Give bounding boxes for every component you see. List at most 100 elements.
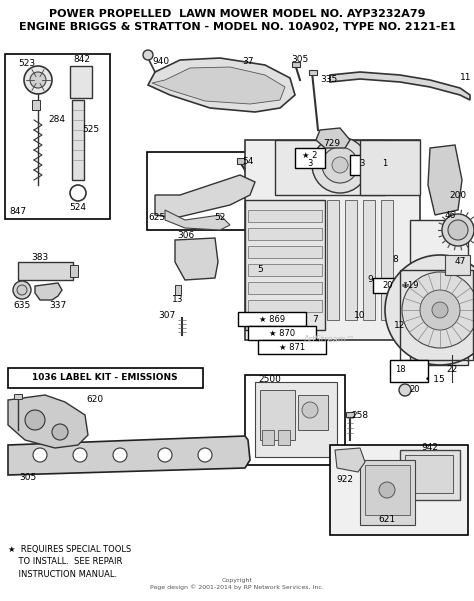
Bar — [309, 70, 317, 75]
Circle shape — [379, 482, 395, 498]
Circle shape — [448, 220, 468, 240]
Text: 7: 7 — [312, 316, 318, 325]
Bar — [275, 140, 385, 195]
Text: 12: 12 — [394, 320, 406, 329]
Bar — [248, 300, 322, 312]
Circle shape — [52, 424, 68, 440]
Bar — [373, 278, 425, 293]
Bar — [18, 262, 73, 280]
Polygon shape — [152, 67, 285, 104]
Polygon shape — [428, 145, 462, 215]
Text: 335: 335 — [320, 76, 337, 85]
Bar — [237, 158, 245, 164]
Bar — [309, 200, 321, 320]
Bar — [248, 264, 322, 276]
Text: 20: 20 — [410, 385, 420, 394]
Text: 621: 621 — [378, 516, 396, 525]
Bar — [273, 200, 285, 320]
Text: 942: 942 — [421, 444, 438, 453]
Bar — [381, 200, 393, 320]
Bar — [238, 312, 306, 326]
Polygon shape — [165, 210, 230, 230]
Text: 8: 8 — [392, 255, 398, 264]
Text: 258: 258 — [351, 410, 369, 419]
Text: 383: 383 — [31, 254, 49, 263]
Text: 847: 847 — [9, 207, 27, 216]
Bar — [360, 140, 420, 195]
Bar — [147, 152, 265, 230]
Bar — [345, 200, 357, 320]
Text: 18: 18 — [395, 365, 405, 374]
Polygon shape — [148, 58, 295, 112]
Text: • 15: • 15 — [425, 376, 445, 385]
Text: ENGINE BRIGGS & STRATTON - MODEL NO. 10A902, TYPE NO. 2121-E1: ENGINE BRIGGS & STRATTON - MODEL NO. 10A… — [18, 22, 456, 32]
Bar — [400, 450, 460, 500]
Text: 307: 307 — [158, 311, 176, 320]
Text: 13: 13 — [172, 296, 184, 305]
Circle shape — [13, 281, 31, 299]
Polygon shape — [35, 283, 62, 300]
Circle shape — [113, 448, 127, 462]
Bar — [292, 62, 300, 67]
Bar — [360, 460, 415, 525]
Bar — [330, 445, 468, 535]
Bar — [245, 200, 325, 330]
Text: 3: 3 — [359, 159, 365, 168]
Bar — [175, 285, 181, 295]
Text: 1: 1 — [383, 159, 388, 168]
Text: 20: 20 — [383, 281, 393, 290]
Bar — [346, 412, 354, 417]
Bar — [245, 375, 345, 465]
Ellipse shape — [70, 62, 92, 70]
Text: 842: 842 — [73, 55, 91, 64]
Bar — [291, 200, 303, 320]
Circle shape — [73, 448, 87, 462]
Bar — [405, 455, 453, 493]
Bar — [70, 66, 92, 98]
Circle shape — [158, 448, 172, 462]
Circle shape — [143, 50, 153, 60]
Text: 922: 922 — [337, 475, 354, 484]
Circle shape — [322, 147, 358, 183]
Text: ✙19: ✙19 — [401, 281, 419, 290]
Bar — [400, 270, 473, 360]
Bar — [70, 265, 78, 277]
Bar — [295, 148, 325, 168]
Text: 524: 524 — [70, 203, 86, 212]
Polygon shape — [8, 395, 88, 448]
Circle shape — [30, 72, 46, 88]
Text: 525: 525 — [82, 126, 100, 135]
Polygon shape — [8, 436, 250, 475]
Circle shape — [432, 302, 448, 318]
Bar — [260, 390, 295, 440]
Ellipse shape — [70, 94, 92, 102]
Text: 620: 620 — [86, 395, 103, 404]
Bar — [248, 210, 322, 222]
Bar — [258, 340, 326, 354]
Polygon shape — [175, 238, 218, 280]
Text: 337: 337 — [49, 300, 67, 310]
Circle shape — [17, 285, 27, 295]
Text: 284: 284 — [48, 115, 65, 124]
Bar — [248, 326, 316, 340]
Bar — [410, 220, 468, 365]
Polygon shape — [316, 128, 350, 148]
Circle shape — [402, 272, 474, 348]
Text: ★  REQUIRES SPECIAL TOOLS
    TO INSTALL.  SEE REPAIR
    INSTRUCTION MANUAL.: ★ REQUIRES SPECIAL TOOLS TO INSTALL. SEE… — [8, 545, 131, 579]
Bar — [390, 360, 428, 382]
Circle shape — [399, 384, 411, 396]
Text: ★ 869: ★ 869 — [259, 314, 285, 323]
Text: 47: 47 — [454, 257, 465, 266]
Text: ★ 2: ★ 2 — [302, 150, 318, 159]
Text: 1036 LABEL KIT - EMISSIONS: 1036 LABEL KIT - EMISSIONS — [32, 373, 178, 382]
Circle shape — [312, 137, 368, 193]
Text: 523: 523 — [18, 58, 36, 67]
Text: 37: 37 — [242, 58, 254, 67]
Text: 940: 940 — [152, 58, 169, 67]
Text: 306: 306 — [177, 231, 195, 240]
Text: ★ 870: ★ 870 — [269, 329, 295, 338]
Text: 52: 52 — [214, 213, 226, 222]
Text: 2500: 2500 — [258, 376, 282, 385]
Bar — [248, 282, 322, 294]
Circle shape — [33, 448, 47, 462]
